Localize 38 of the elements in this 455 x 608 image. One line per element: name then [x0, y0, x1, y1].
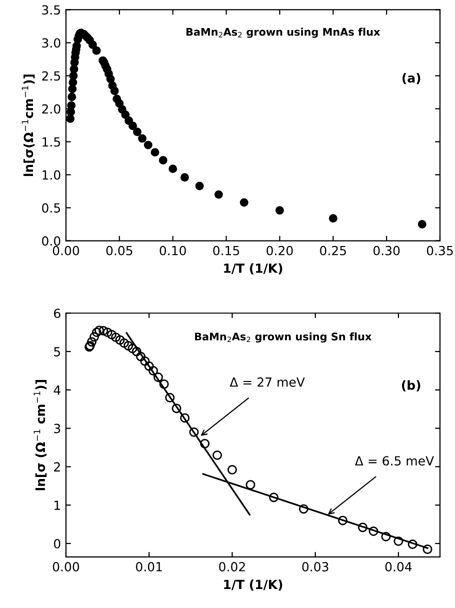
y-tick-label: 1 [54, 500, 60, 510]
y-tick-label: 0.5 [42, 203, 60, 213]
x-tick-label: 0.05 [106, 246, 132, 256]
y-tick-label: 2 [54, 462, 60, 472]
y-tick-label: 2.5 [42, 71, 60, 81]
y-tick-label: 3.5 [42, 5, 60, 15]
x-tick-label: 0.00 [52, 246, 80, 256]
annotation: (b) [402, 380, 420, 392]
y-tick-label: 0 [54, 538, 60, 548]
y-tick-label: 1.0 [42, 170, 60, 180]
x-tick-label: 0.30 [373, 246, 400, 256]
annotation: BaMn$_{2}$As$_{2}$ grown using MnAs flux [186, 28, 380, 38]
x-tick-label: 0.03 [302, 562, 328, 572]
x-tick-label: 0.00 [52, 562, 80, 572]
x-tick-label: 0.15 [213, 246, 240, 256]
x-tick-label: 0.02 [219, 562, 245, 572]
y-axis-title: ln[σ (Ω$^{−1}$ cm$^{−1}$)] [34, 380, 47, 490]
x-tick-label: 0.20 [266, 246, 293, 256]
y-tick-label: 5 [54, 347, 60, 356]
y-tick-label: 1.5 [42, 137, 60, 147]
y-tick-label: 6 [54, 308, 60, 318]
x-axis-title: 1/T (1/K) [224, 579, 282, 591]
annotation: BaMn$_{2}$As$_{2}$ grown using Sn flux [195, 332, 372, 343]
x-axis-title: 1/T (1/K) [224, 263, 282, 274]
y-axis-title: ln[σ(Ω$^{−1}$cm$^{−1}$)] [22, 74, 35, 176]
annotation: Δ = 6.5 meV [354, 456, 434, 466]
annotation: Δ = 27 meV [230, 377, 305, 387]
y-tick-label: 2.0 [42, 104, 60, 114]
y-tick-label: 0.0 [42, 236, 60, 246]
x-tick-label: 0.25 [320, 246, 346, 256]
y-tick-label: 3.0 [42, 38, 60, 48]
annotation: (a) [402, 73, 420, 84]
x-tick-label: 0.10 [160, 246, 186, 256]
x-tick-label: 0.35 [426, 246, 453, 256]
y-tick-label: 4 [54, 386, 60, 395]
x-tick-label: 0.01 [136, 562, 162, 572]
y-tick-label: 3 [54, 424, 60, 434]
x-tick-label: 0.04 [385, 562, 412, 572]
